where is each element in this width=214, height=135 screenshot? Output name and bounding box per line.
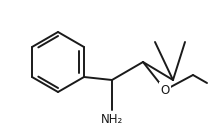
- Text: O: O: [160, 84, 170, 97]
- Text: NH₂: NH₂: [101, 113, 123, 126]
